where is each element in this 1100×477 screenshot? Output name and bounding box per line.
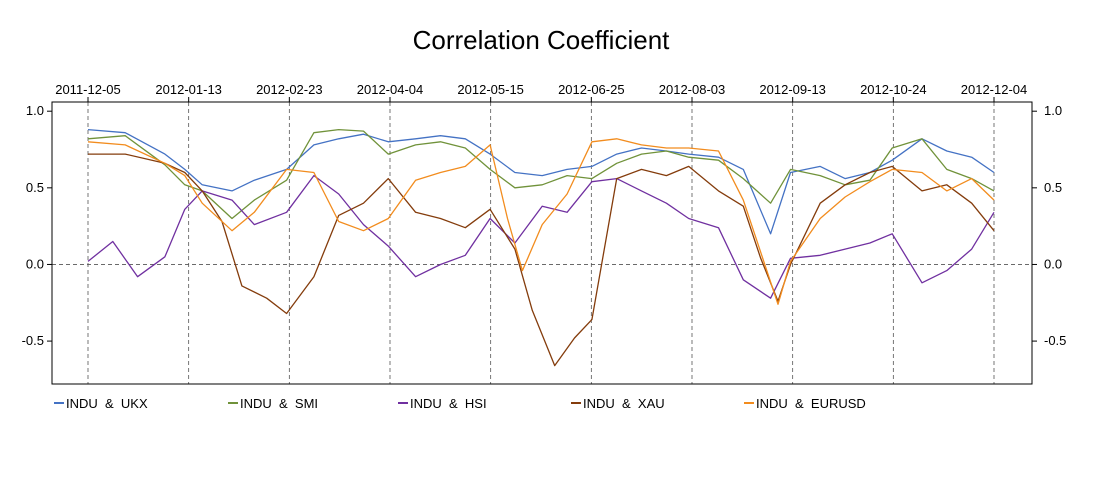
x-tick-label: 2012-06-25 xyxy=(558,82,625,97)
legend: INDU & UKX INDU & SMI INDU & HSI INDU & XAU… xyxy=(54,396,866,411)
chart-title: Correlation Coefficient xyxy=(413,25,671,55)
x-tick-label: 2012-05-15 xyxy=(457,82,524,97)
y-tick-label-left: 0.0 xyxy=(26,256,44,271)
grid-layer xyxy=(52,102,1032,384)
series-line-hsi xyxy=(87,174,995,299)
y-tick-label-right: 0.0 xyxy=(1044,256,1062,271)
series-line-smi xyxy=(87,128,995,220)
plot-frame xyxy=(51,101,1033,385)
legend-item-smi: INDU & SMI xyxy=(228,396,318,411)
series-line-ukx xyxy=(87,128,995,235)
y-tick-label-left: -0.5 xyxy=(22,333,44,348)
x-tick-label: 2012-09-13 xyxy=(759,82,826,97)
x-tick-label: 2012-02-23 xyxy=(256,82,323,97)
legend-item-ukx: INDU & UKX xyxy=(54,396,148,411)
legend-item-hsi: INDU & HSI xyxy=(398,396,487,411)
x-tick-label: 2012-04-04 xyxy=(357,82,424,97)
x-tick-label: 2012-12-04 xyxy=(961,82,1028,97)
x-tick-label: 2012-08-03 xyxy=(659,82,726,97)
legend-label: INDU & HSI xyxy=(410,396,487,411)
series-line-eurusd xyxy=(87,138,995,305)
series-line-xau xyxy=(88,153,995,367)
legend-label: INDU & EURUSD xyxy=(756,396,866,411)
legend-item-eurusd: INDU & EURUSD xyxy=(744,396,866,411)
legend-label: INDU & UKX xyxy=(66,396,148,411)
y-tick-label-left: 1.0 xyxy=(26,103,44,118)
y-tick-label-left: 0.5 xyxy=(26,180,44,195)
series-layer xyxy=(87,128,995,367)
x-tick-label: 2012-01-13 xyxy=(155,82,222,97)
axis-layer: 2011-12-05 2012-01-13 2012-02-23 2012-04-04… xyxy=(22,82,1067,348)
y-tick-label-right: 0.5 xyxy=(1044,180,1062,195)
legend-label: INDU & XAU xyxy=(583,396,665,411)
x-tick-label: 2011-12-05 xyxy=(55,82,121,97)
x-tick-label: 2012-10-24 xyxy=(860,82,927,97)
y-tick-label-right: 1.0 xyxy=(1044,103,1062,118)
y-tick-label-right: -0.5 xyxy=(1044,333,1066,348)
legend-item-xau: INDU & XAU xyxy=(571,396,665,411)
legend-label: INDU & SMI xyxy=(240,396,318,411)
